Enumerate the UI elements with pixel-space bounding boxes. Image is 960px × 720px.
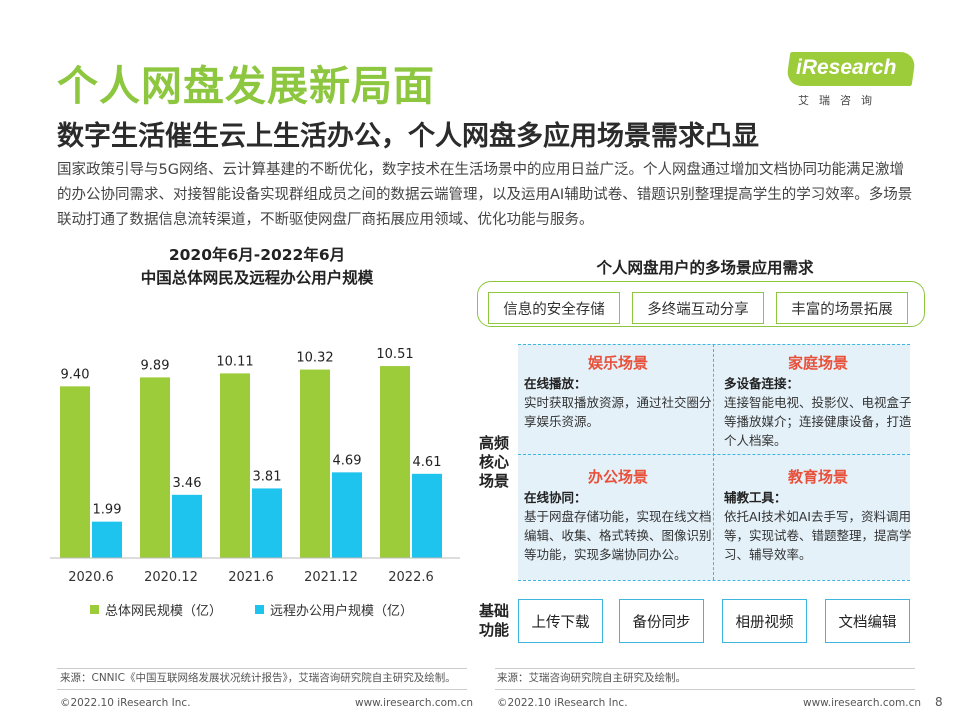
chart-title-line1: 2020年6月-2022年6月: [168, 246, 346, 264]
website-left: www.iresearch.com.cn: [355, 697, 474, 709]
bar-remote-office: [92, 521, 122, 558]
base-function-backup-sync: 备份同步: [619, 599, 704, 643]
legend-swatch-blue: [255, 605, 264, 614]
scene-subtitle: 在线播放：: [524, 376, 587, 391]
bar-netizens: [60, 386, 90, 558]
divider-bottom: [518, 580, 910, 581]
base-functions-label: 基础功能: [478, 602, 509, 639]
page-title: 个人网盘发展新局面: [57, 62, 435, 110]
bar-remote-office: [332, 472, 362, 558]
data-label: 4.69: [333, 453, 362, 468]
data-label: 10.51: [376, 348, 413, 362]
intro-paragraph: 国家政策引导与5G网络、云计算基建的不断优化，数字技术在生活场景中的应用日益广泛…: [57, 162, 913, 228]
bar-remote-office: [412, 473, 442, 558]
scene-education: 教育场景 辅教工具： 依托AI技术如AI去手写，资料调用等，实现试卷、错题整理，…: [724, 466, 912, 564]
data-label: 3.81: [253, 469, 282, 484]
scene-family: 家庭场景 多设备连接： 连接智能电视、投影仪、电视盒子等播放媒介；连接健康设备，…: [724, 352, 912, 450]
page-subtitle: 数字生活催生云上生活办公，个人网盘多应用场景需求凸显: [57, 121, 759, 152]
bar-remote-office: [252, 488, 282, 558]
bar-remote-office: [172, 494, 202, 558]
legend-label-remote: 远程办公用户规模（亿）: [270, 604, 414, 619]
footer-rule2-right: [495, 689, 915, 690]
tag-scene-expansion: 丰富的场景拓展: [776, 292, 908, 324]
scene-office: 办公场景 在线协同： 基于网盘存储功能，实现在线文档编辑、收集、格式转换、图像识…: [524, 466, 712, 564]
base-function-album-video: 相册视频: [722, 599, 807, 643]
x-tick-label: 2021.12: [304, 570, 358, 585]
scene-title: 家庭场景: [787, 354, 848, 372]
base-function-upload-download: 上传下载: [518, 599, 603, 643]
legend-label-netizens: 总体网民规模（亿）: [105, 604, 223, 619]
scene-text: 连接智能电视、投影仪、电视盒子等播放媒介；连接健康设备，打造个人档案。: [724, 395, 912, 448]
bar-netizens: [300, 369, 330, 558]
data-label: 9.89: [141, 358, 170, 373]
scene-text: 基于网盘存储功能，实现在线文档编辑、收集、格式转换、图像识别等功能，实现多端协同…: [524, 509, 712, 562]
scene-subtitle: 在线协同：: [524, 490, 587, 505]
bar-netizens: [220, 373, 250, 558]
page-number: 8: [935, 695, 943, 709]
copyright-left: ©2022.10 iResearch Inc.: [60, 697, 191, 709]
copyright-right: ©2022.10 iResearch Inc.: [497, 697, 628, 709]
bar-netizens: [380, 366, 410, 558]
source-note-left: 来源：CNNIC《中国互联网络发展状况统计报告》，艾瑞咨询研究院自主研究及绘制。: [60, 672, 456, 684]
data-label: 1.99: [93, 503, 122, 518]
scene-text: 依托AI技术如AI去手写，资料调用等，实现试卷、错题整理，提高学习、辅导效率。: [724, 509, 912, 562]
chart-title-line2: 中国总体网民及远程办公用户规模: [140, 269, 374, 287]
x-tick-label: 2020.12: [144, 570, 198, 585]
legend-item-remote: 远程办公用户规模（亿）: [255, 600, 413, 619]
logo-subtitle: 艾瑞咨询: [798, 94, 882, 107]
scene-subtitle: 辅教工具：: [724, 490, 787, 505]
divider-vertical: [713, 344, 714, 580]
divider-middle: [518, 454, 910, 455]
diagram-title: 个人网盘用户的多场景应用需求: [596, 259, 814, 277]
data-label: 4.61: [413, 455, 442, 470]
base-function-doc-edit: 文档编辑: [825, 599, 910, 643]
tag-multi-terminal: 多终端互动分享: [632, 292, 764, 324]
scene-text: 实时获取播放资源，通过社交圈分享娱乐资源。: [524, 395, 712, 429]
core-scenes-label: 高频核心场景: [478, 434, 509, 490]
data-label: 10.11: [216, 354, 253, 369]
data-label: 9.40: [61, 367, 90, 382]
bar-netizens: [140, 377, 170, 558]
source-note-right: 来源：艾瑞咨询研究院自主研究及绘制。: [497, 672, 686, 684]
legend-swatch-green: [90, 605, 99, 614]
x-tick-label: 2022.6: [388, 570, 434, 585]
scene-title: 办公场景: [587, 468, 648, 486]
scene-title: 娱乐场景: [587, 354, 648, 372]
bar-chart: 9.40 1.99 2020.6 9.89 3.46 2020.12 10.11 3.81 20…: [50, 348, 460, 585]
data-label: 10.32: [296, 351, 333, 366]
tags-bracket: [477, 281, 925, 327]
scene-subtitle: 多设备连接：: [724, 376, 800, 391]
iresearch-logo: iResearch 艾瑞咨询: [785, 52, 917, 112]
data-label: 3.46: [173, 476, 202, 491]
x-tick-label: 2020.6: [68, 570, 114, 585]
website-right: www.iresearch.com.cn: [803, 697, 922, 709]
scene-entertainment: 娱乐场景 在线播放： 实时获取播放资源，通过社交圈分享娱乐资源。: [524, 352, 712, 431]
footer-rule-left: [57, 668, 467, 669]
logo-brand: iResearch: [796, 56, 897, 79]
scene-title: 教育场景: [787, 468, 848, 486]
chart-title: 2020年6月-2022年6月 中国总体网民及远程办公用户规模: [57, 244, 457, 290]
footer-rule2-left: [57, 689, 467, 690]
scenes-panel: [518, 344, 910, 580]
x-tick-label: 2021.6: [228, 570, 274, 585]
divider-top: [518, 344, 910, 345]
tag-secure-storage: 信息的安全存储: [488, 292, 620, 324]
footer-rule-right: [495, 668, 915, 669]
legend-item-netizens: 总体网民规模（亿）: [90, 600, 222, 619]
